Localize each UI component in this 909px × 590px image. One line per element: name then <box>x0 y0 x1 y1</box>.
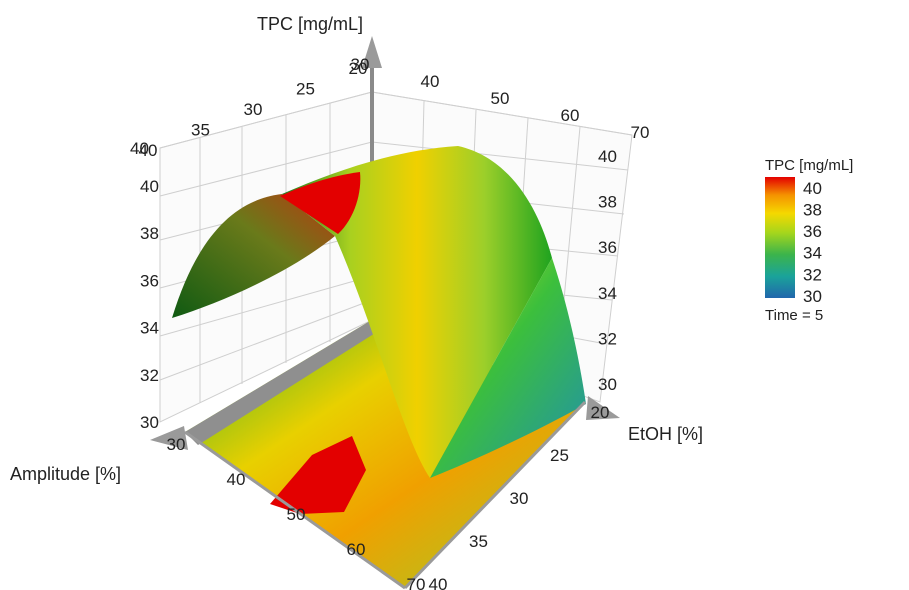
tpc-tick-right-40: 40 <box>598 147 617 166</box>
tpc-tick-left-32: 32 <box>140 366 159 385</box>
legend-tick-34: 34 <box>803 244 822 263</box>
tpc-tick-right-36: 36 <box>598 238 617 257</box>
surface-max-region <box>280 172 361 234</box>
tpc-tick-left-36: 36 <box>140 271 159 290</box>
tpc-tick-left-40: 40 <box>140 177 159 196</box>
amplitude-ticks: 30 40 50 60 70 <box>167 435 426 590</box>
etoh-axis-arrow <box>586 396 620 420</box>
tpc-tick-left-top: 40 <box>130 139 149 158</box>
tpc-tick-left-30: 30 <box>140 413 159 432</box>
tpc-tick-right-30: 30 <box>598 375 617 394</box>
legend-tick-36: 36 <box>803 222 822 241</box>
back-amplitude-tick-30: 30 <box>351 55 370 74</box>
tpc-tick-right-38: 38 <box>598 193 617 212</box>
back-etoh-tick-40: 40 <box>139 141 158 160</box>
front-axes <box>150 396 620 590</box>
amplitude-axis-arrow <box>150 426 188 450</box>
etoh-tick-30: 30 <box>510 489 529 508</box>
tpc-axis-title: TPC [mg/mL] <box>257 14 363 34</box>
legend-tick-38: 38 <box>803 200 822 219</box>
amplitude-tick-60: 60 <box>347 540 366 559</box>
surface-right-face <box>430 258 586 478</box>
amplitude-axis-line <box>184 430 406 590</box>
floor-back-edge <box>185 318 380 445</box>
legend-note: Time = 5 <box>765 307 823 324</box>
surface-top-band <box>282 146 552 478</box>
legend-title: TPC [mg/mL] <box>765 157 853 174</box>
back-etoh-tick-30: 30 <box>244 100 263 119</box>
amplitude-tick-40: 40 <box>227 470 246 489</box>
back-etoh-tick-35: 35 <box>191 121 210 140</box>
etoh-tick-25: 25 <box>550 446 569 465</box>
floor-max-region <box>270 436 366 514</box>
tpc-axis-arrow <box>362 36 382 68</box>
tpc-tick-right-32: 32 <box>598 329 617 348</box>
back-amplitude-tick-50: 50 <box>491 89 510 108</box>
back-etoh-tick-25: 25 <box>296 80 315 99</box>
tpc-tick-right-34: 34 <box>598 284 617 303</box>
legend-colorbar <box>765 177 795 298</box>
legend: TPC [mg/mL] 30 32 34 36 38 40 Time = 5 <box>765 157 853 324</box>
legend-ticks: 30 32 34 36 38 40 <box>803 179 822 306</box>
amplitude-tick-30: 30 <box>167 435 186 454</box>
back-etoh-tick-20: 20 <box>349 59 368 78</box>
etoh-tick-35: 35 <box>469 532 488 551</box>
amplitude-axis-title: Amplitude [%] <box>10 464 121 484</box>
back-amplitude-tick-40: 40 <box>421 72 440 91</box>
etoh-axis-title: EtOH [%] <box>628 424 703 444</box>
legend-tick-30: 30 <box>803 287 822 306</box>
back-etoh-ticks: 20 25 30 35 40 <box>139 59 368 160</box>
etoh-ticks: 20 25 30 35 40 <box>429 403 610 590</box>
amplitude-tick-50: 50 <box>287 505 306 524</box>
etoh-tick-20: 20 <box>591 403 610 422</box>
amplitude-tick-70: 70 <box>407 575 426 590</box>
back-amplitude-tick-70: 70 <box>631 123 650 142</box>
legend-tick-40: 40 <box>803 179 822 198</box>
tpc-ticks-right: 30 32 34 36 38 40 <box>598 147 617 394</box>
back-amplitude-ticks: 30 40 50 60 70 <box>351 55 650 142</box>
tpc-tick-left-34: 34 <box>140 319 159 338</box>
etoh-axis-line <box>403 400 587 590</box>
back-amplitude-tick-60: 60 <box>561 106 580 125</box>
surface-left-face <box>172 194 335 318</box>
tpc-tick-left-38: 38 <box>140 224 159 243</box>
tpc-surface <box>172 146 586 478</box>
etoh-tick-40: 40 <box>429 575 448 590</box>
legend-tick-32: 32 <box>803 265 822 284</box>
